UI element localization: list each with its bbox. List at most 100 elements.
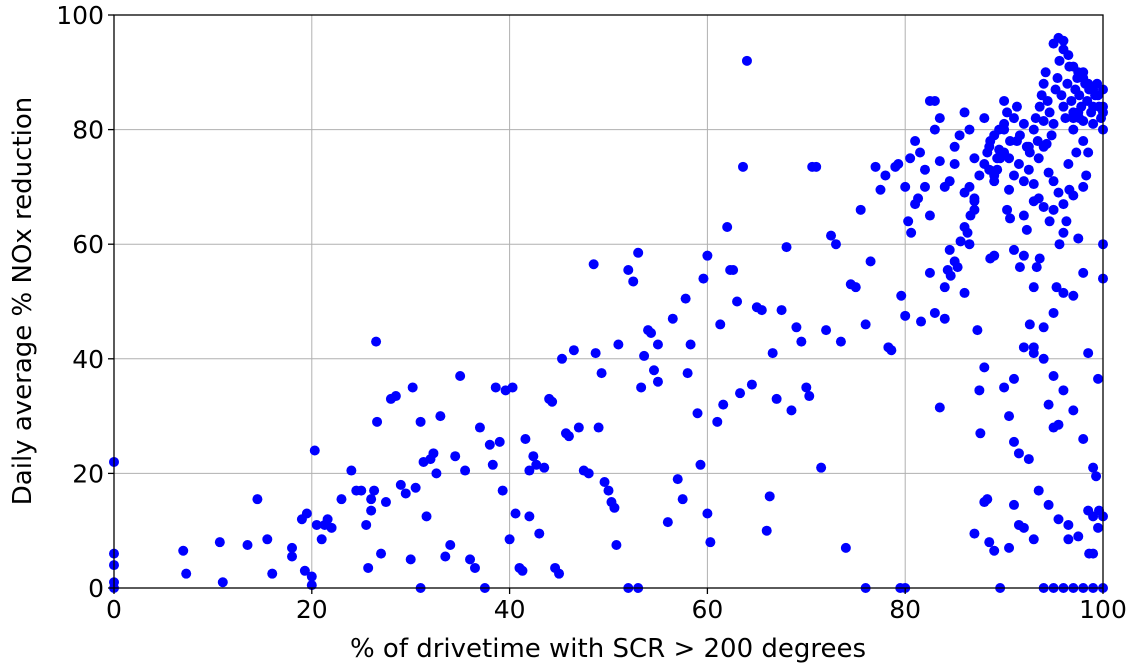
scatter-point — [306, 571, 317, 582]
y-tick-label: 80 — [72, 116, 104, 145]
scatter-point — [1028, 282, 1039, 293]
scatter-point — [964, 181, 975, 192]
scatter-point — [1073, 531, 1084, 542]
scatter-point — [1053, 419, 1064, 430]
scatter-point — [372, 416, 383, 427]
scatter-point — [1023, 454, 1034, 465]
scatter-point — [919, 181, 930, 192]
scatter-point — [431, 468, 442, 479]
scatter-point — [1071, 147, 1082, 158]
scatter-point — [954, 130, 965, 141]
scatter-point — [1078, 181, 1089, 192]
scatter-point — [989, 250, 1000, 261]
scatter-point — [583, 468, 594, 479]
scatter-point — [301, 508, 312, 519]
scatter-point — [1058, 227, 1069, 238]
scatter-point — [1004, 184, 1015, 195]
scatter-point — [217, 577, 228, 588]
scatter-point — [573, 422, 584, 433]
scatter-point — [252, 494, 263, 505]
scatter-point — [855, 204, 866, 215]
scatter-point — [1078, 267, 1089, 278]
scatter-point — [982, 494, 993, 505]
scatter-point — [1008, 113, 1019, 124]
scatter-point — [1018, 176, 1029, 187]
scatter-point — [924, 210, 935, 221]
data-points — [109, 32, 1108, 593]
scatter-point — [361, 519, 372, 530]
scatter-point — [850, 282, 861, 293]
scatter-point — [1062, 78, 1073, 89]
scatter-point — [1028, 179, 1039, 190]
scatter-point — [919, 164, 930, 175]
scatter-point — [1051, 282, 1062, 293]
scatter-point — [677, 494, 688, 505]
scatter-point — [662, 517, 673, 528]
scatter-point — [900, 181, 911, 192]
scatter-point — [652, 339, 663, 350]
scatter-point — [1056, 90, 1067, 101]
scatter-point — [539, 462, 550, 473]
scatter-point — [596, 368, 607, 379]
scatter-point — [554, 568, 565, 579]
scatter-point — [1013, 448, 1024, 459]
scatter-point — [510, 508, 521, 519]
scatter-point — [440, 551, 451, 562]
scatter-point — [1063, 158, 1074, 169]
scatter-point — [969, 153, 980, 164]
scatter-point — [821, 325, 832, 336]
scatter-point — [1031, 262, 1042, 273]
scatter-point — [1044, 107, 1055, 118]
scatter-point — [992, 164, 1003, 175]
scatter-point — [1048, 307, 1059, 318]
scatter-point — [465, 554, 476, 565]
scatter-point — [1053, 187, 1064, 198]
scatter-point — [1008, 170, 1019, 181]
scatter-point — [524, 511, 535, 522]
scatter-point — [764, 491, 775, 502]
scatter-point — [995, 153, 1006, 164]
scatter-point — [1053, 514, 1064, 525]
x-tick-label: 100 — [1079, 595, 1127, 624]
scatter-point — [380, 497, 391, 508]
scatter-point — [487, 459, 498, 470]
scatter-point — [214, 537, 225, 548]
scatter-point — [407, 382, 418, 393]
scatter-point — [735, 388, 746, 399]
scatter-point — [1034, 101, 1045, 112]
scatter-point — [905, 153, 916, 164]
scatter-point — [791, 322, 802, 333]
scatter-point — [1063, 50, 1074, 61]
scatter-point — [1033, 485, 1044, 496]
x-tick-label: 40 — [494, 595, 526, 624]
y-tick-label: 20 — [72, 459, 104, 488]
scatter-point — [652, 376, 663, 387]
scatter-point — [1088, 84, 1099, 95]
scatter-point — [999, 124, 1010, 135]
scatter-point — [490, 382, 501, 393]
scatter-point — [633, 247, 644, 258]
scatter-point — [371, 336, 382, 347]
scatter-point — [910, 136, 921, 147]
scatter-point — [962, 227, 973, 238]
scatter-point — [1093, 522, 1104, 533]
scatter-point — [786, 405, 797, 416]
scatter-point — [1058, 35, 1069, 46]
scatter-point — [299, 565, 310, 576]
scatter-point — [1052, 73, 1063, 84]
scatter-point — [952, 262, 963, 273]
scatter-point — [692, 408, 703, 419]
scatter-point — [435, 411, 446, 422]
scatter-point — [979, 362, 990, 373]
scatter-point — [979, 158, 990, 169]
scatter-point — [886, 345, 897, 356]
scatter-point — [1066, 95, 1077, 106]
scatter-point — [287, 551, 298, 562]
scatter-point — [972, 325, 983, 336]
scatter-point — [1005, 213, 1016, 224]
scatter-point — [955, 236, 966, 247]
scatter-point — [924, 267, 935, 278]
scatter-point — [985, 136, 996, 147]
